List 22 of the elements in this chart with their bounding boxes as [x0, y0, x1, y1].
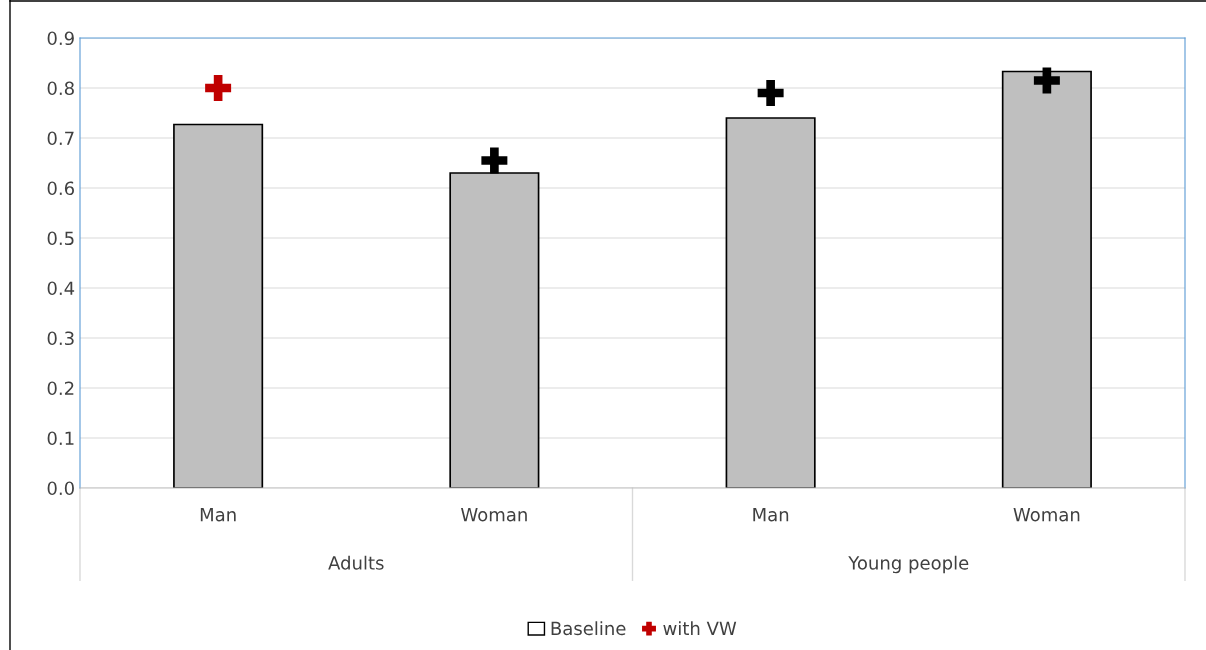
y-tick-label: 0.7	[47, 131, 74, 146]
point	[481, 147, 508, 174]
y-tick-label: 0.1	[47, 431, 74, 446]
y-tick-label: 0.9	[47, 31, 74, 46]
y-tick-label: 0.4	[47, 281, 75, 296]
y-tick-label: 0.5	[47, 231, 74, 246]
x-tick-label: Woman	[1013, 508, 1080, 522]
point	[205, 75, 232, 101]
y-tick-label: 0.3	[47, 331, 74, 346]
text: Young people	[848, 555, 969, 574]
y-tick-label: 0.8	[47, 81, 74, 96]
point	[757, 80, 784, 106]
x-tick-label: Man	[200, 508, 236, 522]
text: Adults	[328, 555, 384, 570]
y-tick-label: 0.2	[47, 381, 74, 396]
legend-label: Baseline	[551, 621, 626, 636]
x-tick-label: Woman	[461, 508, 527, 522]
point	[1033, 67, 1060, 94]
y-tick-label: 0.0	[47, 481, 74, 496]
x-tick-label: Man	[753, 508, 789, 522]
y-tick-label: 0.6	[47, 181, 74, 196]
legend-label: with VW	[663, 621, 737, 635]
